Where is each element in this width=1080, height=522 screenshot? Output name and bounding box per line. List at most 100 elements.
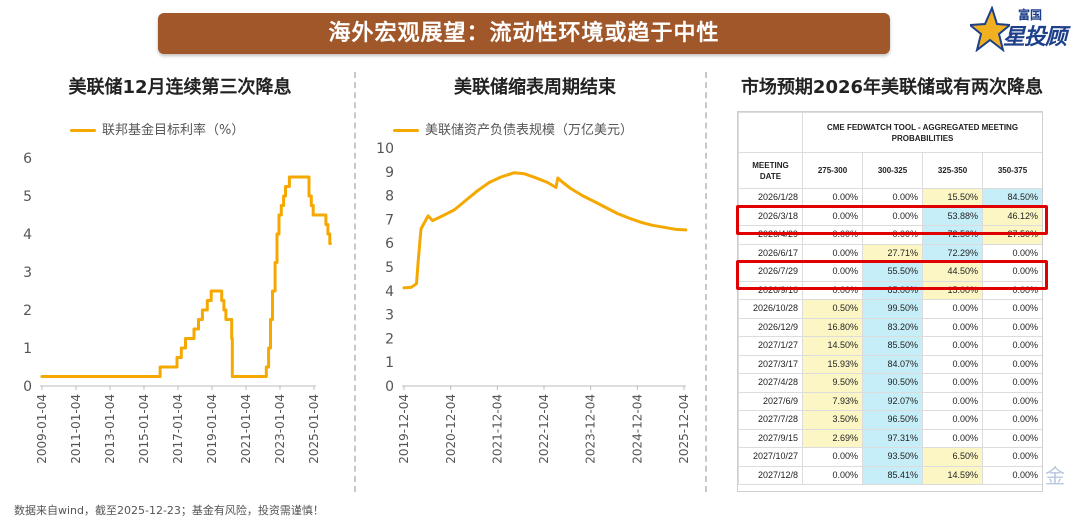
probability-cell: 0.00% xyxy=(982,465,1042,485)
mid-chart-legend: 美联储资产负债表规模（万亿美元） xyxy=(393,124,633,138)
data-point xyxy=(206,299,209,302)
probability-cell: 3.50% xyxy=(802,410,863,430)
data-point xyxy=(329,242,332,245)
legend-swatch xyxy=(70,129,96,132)
probability-cell: 0.00% xyxy=(922,354,983,374)
probability-cell: 0.00% xyxy=(922,391,983,411)
data-point xyxy=(420,228,422,230)
probability-cell: 0.50% xyxy=(802,299,863,319)
data-point xyxy=(465,199,467,202)
probability-cell: 0.00% xyxy=(802,465,863,485)
x-tick-label: 2024-12-04 xyxy=(630,394,644,464)
x-tick-label: 2009-01-04 xyxy=(35,394,49,464)
y-tick-label: 5 xyxy=(385,260,394,276)
mid-panel-title: 美联储缩表周期结束 xyxy=(454,77,616,98)
probability-cell: 85.50% xyxy=(862,336,923,356)
y-tick-label: 5 xyxy=(23,189,32,205)
data-point xyxy=(415,282,418,285)
probability-cell: 0.00% xyxy=(982,410,1042,430)
probability-cell: 0.00% xyxy=(922,410,983,430)
y-tick-label: 7 xyxy=(385,212,394,228)
table-row: 2027/10/27 0.00% 93.50% 6.50% 0.00% xyxy=(738,447,1042,467)
x-tick-label: 2011-01-04 xyxy=(69,394,83,464)
probability-cell: 83.20% xyxy=(862,317,923,337)
x-tick-label: 2017-01-04 xyxy=(171,394,185,464)
data-point xyxy=(223,309,225,311)
source-footnote: 数据来自wind，截至2025-12-23；基金有风险，投资需谨慎！ xyxy=(14,504,324,517)
logo-big-text: 星投顾 xyxy=(1003,25,1067,50)
data-point xyxy=(288,176,291,178)
highlight-box-2026-7-29 xyxy=(736,260,1048,290)
data-point xyxy=(282,195,285,197)
data-point xyxy=(230,337,233,340)
data-point xyxy=(197,318,200,321)
probability-cell: 0.00% xyxy=(922,336,983,356)
y-tick-label: 2 xyxy=(385,331,394,347)
probability-cell: 9.50% xyxy=(802,373,863,393)
y-tick-label: 0 xyxy=(23,379,32,395)
data-point xyxy=(180,347,183,349)
table-row: 2026/10/28 0.50% 99.50% 0.00% 0.00% xyxy=(738,299,1042,319)
data-point xyxy=(276,233,278,235)
table-row: 2026/6/17 0.00% 27.71% 72.29% 0.00% xyxy=(738,243,1042,263)
data-point xyxy=(269,318,272,321)
probability-cell: 7.93% xyxy=(802,391,863,411)
meeting-date-cell: 2027/4/28 xyxy=(738,373,803,393)
table-corner xyxy=(738,112,803,153)
probability-cell: 16.80% xyxy=(802,317,863,337)
probability-cell: 14.59% xyxy=(922,465,983,485)
data-point xyxy=(312,214,315,216)
y-tick-label: 9 xyxy=(385,165,394,181)
fed-funds-rate-chart: 0 1 2 3 4 5 6 2009-01-04 2011-01-04 2013-01-04 201… xyxy=(23,151,332,464)
meeting-date-cell: 2027/9/15 xyxy=(738,428,803,448)
data-point xyxy=(628,217,631,220)
data-point xyxy=(593,200,596,203)
data-point xyxy=(663,226,665,229)
data-point xyxy=(562,181,564,184)
table-row: 2027/1/27 14.50% 85.50% 0.00% 0.00% xyxy=(738,336,1042,356)
probability-cell: 96.50% xyxy=(862,410,923,430)
y-tick-label: 3 xyxy=(23,265,32,281)
left-panel-title: 美联储12月连续第三次降息 xyxy=(68,77,292,98)
data-point xyxy=(675,228,677,231)
series-line xyxy=(40,175,332,378)
y-tick-label: 2 xyxy=(23,303,32,319)
probability-cell: 0.00% xyxy=(982,299,1042,319)
meeting-date-cell: 2027/12/8 xyxy=(738,465,803,485)
legend-label: 联邦基金目标利率（%） xyxy=(102,123,245,138)
x-tick-label: 2025-12-04 xyxy=(677,394,691,464)
x-tick-label: 2023-01-04 xyxy=(273,394,287,464)
data-point xyxy=(476,190,479,192)
data-point xyxy=(231,375,234,378)
data-point xyxy=(488,181,491,184)
highlight-box-2026-3-18 xyxy=(736,205,1048,235)
data-point xyxy=(546,181,549,184)
legend-swatch xyxy=(393,129,419,132)
probability-cell: 0.00% xyxy=(922,317,983,337)
data-point xyxy=(310,204,313,207)
x-tick-label: 2020-12-04 xyxy=(444,394,458,464)
y-tick-label: 6 xyxy=(385,236,394,252)
data-point xyxy=(523,172,525,175)
data-point xyxy=(417,259,420,261)
probability-cell: 72.29% xyxy=(922,243,983,263)
probability-cell: 0.00% xyxy=(982,317,1042,337)
meeting-date-cell: 2027/7/28 xyxy=(738,410,803,430)
meeting-date-cell: 2026/10/28 xyxy=(738,299,803,319)
y-tick-label: 1 xyxy=(385,355,394,371)
data-point xyxy=(441,215,444,217)
y-tick-label: 8 xyxy=(385,189,394,205)
probability-cell: 97.31% xyxy=(862,428,923,448)
table-title: CME FEDWATCH TOOL - AGGREGATED MEETING P… xyxy=(802,112,1042,153)
fed-balance-sheet-chart: 0 1 2 3 4 5 6 7 8 9 10 2019-12-04 2020-12-04 2021-12-… xyxy=(376,141,691,464)
probability-cell: 93.50% xyxy=(862,447,923,467)
data-point xyxy=(581,194,584,197)
data-point xyxy=(176,356,178,359)
probability-cell: 0.00% xyxy=(982,447,1042,467)
table-row: 2027/4/28 9.50% 90.50% 0.00% 0.00% xyxy=(738,373,1042,393)
data-point xyxy=(267,347,270,349)
table-row: 2027/12/8 0.00% 85.41% 14.59% 0.00% xyxy=(738,465,1042,485)
data-point xyxy=(651,224,654,227)
y-tick-label: 0 xyxy=(385,379,394,395)
left-chart-legend: 联邦基金目标利率（%） xyxy=(70,124,244,138)
